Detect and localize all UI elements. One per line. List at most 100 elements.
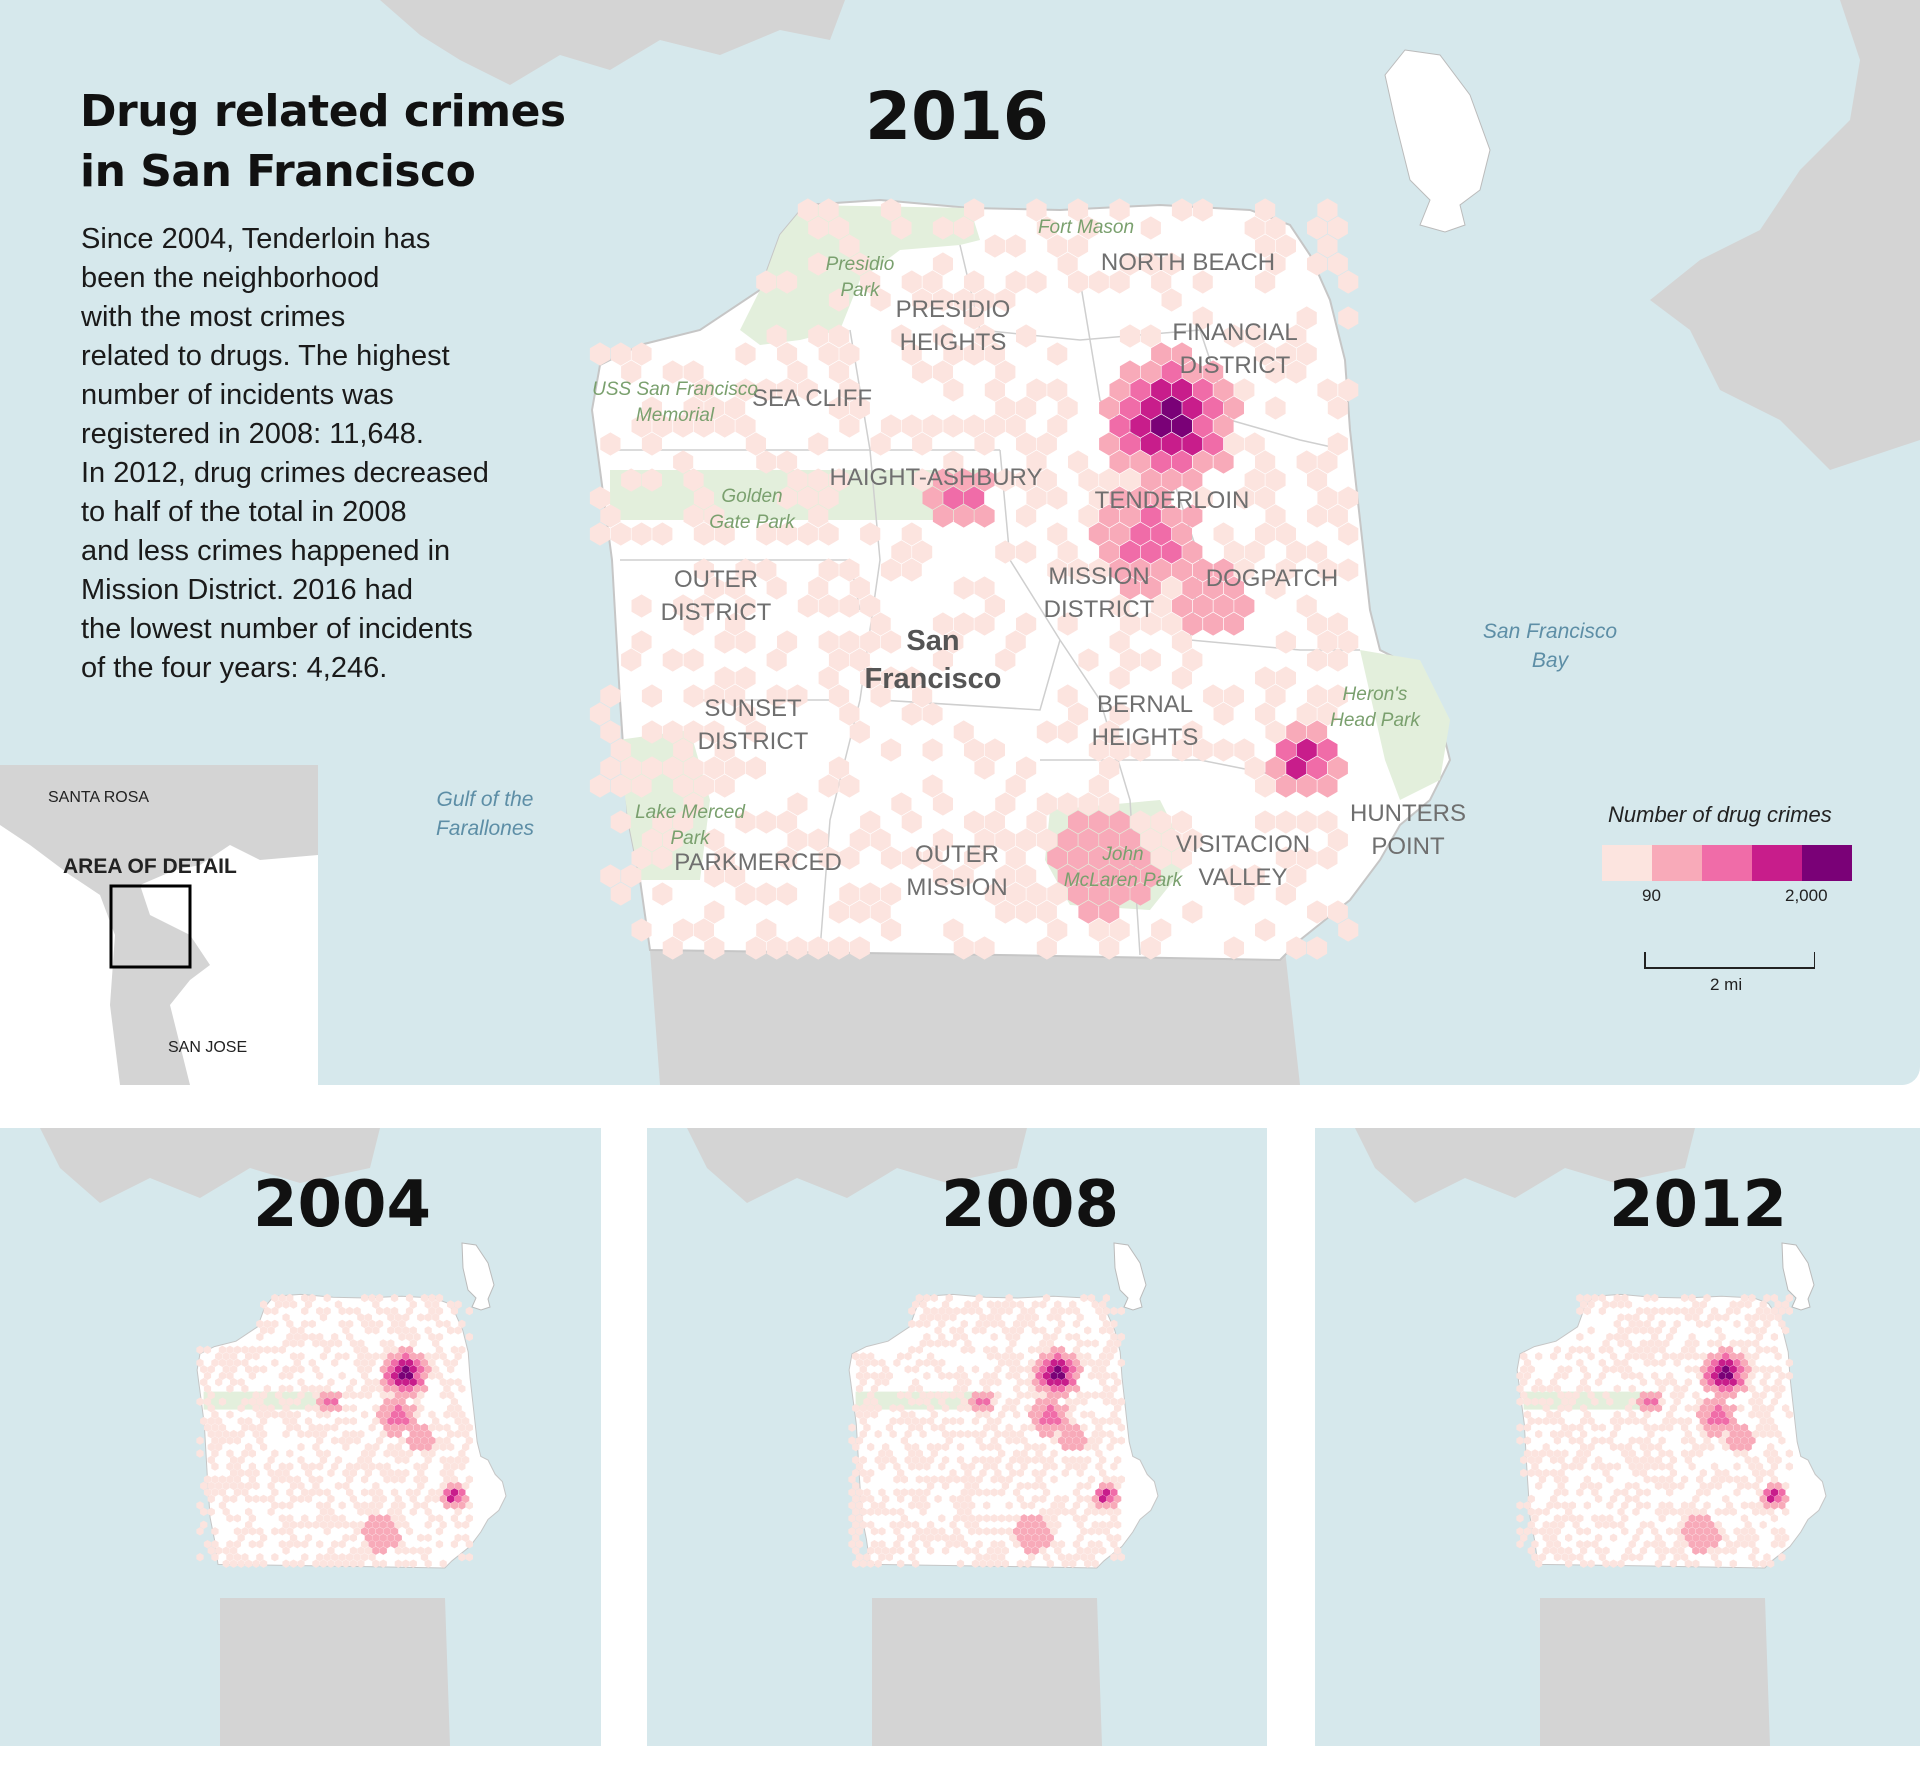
hexbin-cell [878,1488,886,1497]
hexbin-cell [1057,1410,1066,1419]
hexbin-cell [316,1384,324,1393]
hexbin-cell [849,720,870,744]
hexbin-cell [1755,1345,1764,1354]
hexbin-cell [1213,702,1234,726]
hexbin-cell [900,1514,908,1523]
hexbin-cell [1606,1345,1614,1354]
hexbin-cell [200,1365,208,1374]
hexbin-cell [912,432,933,456]
hexbin-cell [1109,270,1130,294]
hexbin-cell [1651,1371,1659,1380]
hexbin-cell [402,1455,410,1465]
hexbin-cell [870,1527,879,1536]
hexbin-cell [704,684,725,708]
hexbin-cell [1561,1397,1569,1406]
hexbin-cell [428,1410,436,1419]
hexbin-cell [1182,720,1203,744]
hexbin-cell [641,396,662,420]
neighborhood-label-outer-mission: OUTER MISSION [906,838,1007,904]
hexbin-cell [1161,828,1182,852]
hexbin-cell [1047,234,1068,258]
hexbin-cell [1054,1391,1062,1400]
hexbin-cell [1744,1339,1752,1348]
hexbin-cell [1624,1352,1633,1361]
hexbin-cell [1102,1371,1110,1380]
hexbin-cell [1095,1306,1103,1316]
hexbin-cell [683,648,704,672]
hexbin-cell [1550,1429,1558,1439]
hexbin-cell [256,1436,264,1445]
hexbin-cell [372,1326,380,1335]
hexbin-cell [1516,1514,1524,1523]
hexbin-cell [1643,1293,1651,1303]
hexbin-cell [1617,1365,1625,1374]
hexbin-cell [1005,1345,1013,1354]
hexbin-cell [211,1488,219,1497]
hexbin-cell [1520,1533,1528,1542]
neighborhood-label-outer-mission-line: OUTER [915,841,999,868]
neighborhood-label-hunters-point-line: HUNTERS [1349,800,1467,827]
hexbin-cell [1550,1352,1558,1361]
hexbin-cell [870,288,891,312]
hexbin-cell [1632,1416,1640,1426]
hexbin-cell [880,558,902,582]
hexbin-cell [641,828,662,852]
hexbin-cell [245,1481,253,1491]
hexbin-cell [915,1345,923,1354]
hexbin-cell [372,1300,380,1309]
hexbin-cell [964,1546,972,1555]
hexbin-cell [218,1358,227,1367]
hexbin-cell [1005,1436,1013,1445]
hexbin-cell [1099,504,1120,528]
hexbin-cell [1755,1306,1764,1316]
hexbin-cell [1531,1553,1539,1562]
hexbin-cell [402,1326,410,1335]
hexbin-cell [975,1527,983,1536]
hexbin-cell [714,846,735,870]
hexbin-cell [1770,1332,1778,1342]
hexbin-cell [1636,1319,1644,1329]
hexbin-cell [998,1410,1006,1419]
hexbin-cell [1666,1462,1674,1471]
hexbin-cell [1061,1559,1069,1568]
hexbin-cell [1703,1436,1711,1445]
hexbin-cell [932,864,953,888]
hexbin-cell [465,1436,473,1445]
hexbin-cell [983,1397,991,1406]
hexbin-cell [990,1462,998,1471]
hexbin-cell [1613,1319,1621,1329]
hexbin-cell [735,558,756,582]
hexbin-cell [1565,1546,1573,1555]
hexbin-cell [1119,360,1141,384]
hexbin-cell [1042,1410,1051,1419]
hexbin-cell [368,1514,376,1523]
hexbin-cell [1546,1410,1554,1419]
hexbin-cell [308,1358,316,1367]
hexbin-cell [1028,1345,1036,1354]
hexbin-cell [994,1391,1002,1400]
hexbin-cell [1535,1481,1543,1491]
hexbin-cell [1733,1371,1741,1380]
hexbin-cell [1088,270,1109,294]
hexbin-cell [797,378,818,402]
hexbin-cell [725,864,746,888]
hexbin-cell [1099,936,1120,960]
hexbin-cell [1078,468,1099,492]
hexbin-cell [923,1293,931,1303]
hexbin-cell [1001,1546,1009,1555]
hexbin-cell [1643,1410,1651,1419]
hexbin-cell [1767,1313,1775,1322]
hexbin-cell [922,846,943,870]
hexbin-cell [1338,558,1359,582]
hexbin-cell [1130,846,1151,870]
hexbin-cell [968,1397,976,1406]
hexbin-cell [230,1481,238,1491]
hexbin-cell [1042,1397,1051,1406]
hexbin-cell [465,1514,473,1523]
hexbin-cell [301,1306,309,1316]
hexbin-cell [1005,1501,1013,1510]
hexbin-cell [1520,1455,1528,1465]
hexbin-cell [1087,1371,1096,1380]
hexbin-cell [334,1404,343,1413]
hexbin-cell [1523,1358,1532,1367]
